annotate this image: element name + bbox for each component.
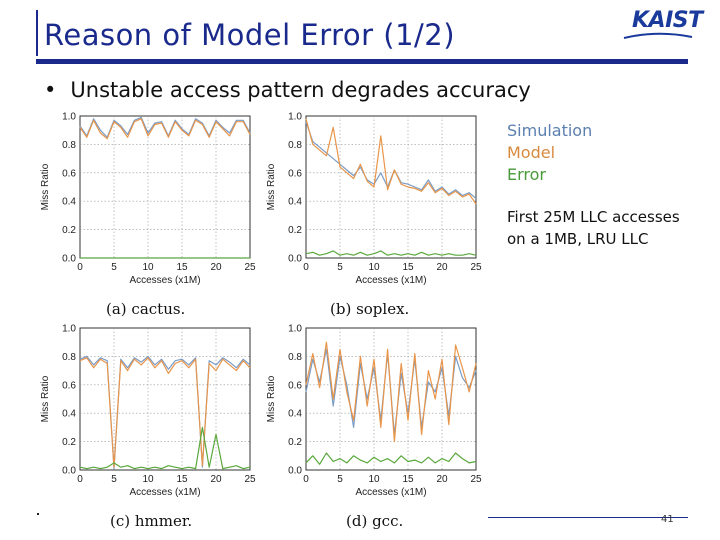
y-tick-label: 1.0 bbox=[288, 112, 302, 123]
y-tick-label: 0.2 bbox=[62, 225, 76, 236]
x-tick-label: 0 bbox=[77, 262, 83, 273]
y-tick-label: 0.6 bbox=[62, 380, 76, 391]
x-tick-label: 15 bbox=[402, 262, 414, 273]
caption-cactus: (a) cactus. bbox=[106, 300, 186, 318]
x-tick-label: 15 bbox=[176, 262, 188, 273]
y-axis-label: Miss Ratio bbox=[40, 375, 51, 422]
x-tick-label: 20 bbox=[210, 262, 222, 273]
y-tick-label: 0.0 bbox=[288, 466, 302, 477]
x-tick-label: 10 bbox=[368, 262, 380, 273]
y-tick-label: 1.0 bbox=[288, 324, 302, 335]
chart-soplex: 0.0 0.2 0.4 0.6 0.8 1.0 0 5 10 15 20 25 Accesses (x1… bbox=[266, 112, 482, 287]
legend-simulation: Simulation bbox=[507, 121, 593, 140]
y-tick-label: 0.4 bbox=[288, 409, 302, 420]
x-tick-label: 20 bbox=[436, 474, 448, 485]
config-note: First 25M LLC accesses on a 1MB, LRU LLC bbox=[507, 206, 680, 250]
logo-text: KAIST bbox=[632, 8, 703, 33]
x-tick-label: 25 bbox=[244, 262, 256, 273]
y-tick-label: 0.2 bbox=[288, 225, 302, 236]
x-tick-label: 10 bbox=[142, 474, 154, 485]
y-tick-label: 0.6 bbox=[288, 380, 302, 391]
kaist-logo: KAIST bbox=[623, 8, 703, 44]
x-tick-label: 10 bbox=[142, 262, 154, 273]
bullet-text: Unstable access pattern degrades accurac… bbox=[70, 78, 531, 102]
footer-dot bbox=[37, 513, 39, 515]
series-error-line bbox=[305, 452, 477, 465]
x-tick-label: 15 bbox=[402, 474, 414, 485]
plot-frame bbox=[79, 115, 251, 259]
x-axis-label: Accesses (x1M) bbox=[129, 275, 200, 286]
x-tick-label: 5 bbox=[111, 262, 117, 273]
caption-soplex: (b) soplex. bbox=[330, 300, 410, 318]
legend: Simulation Model Error bbox=[507, 120, 592, 186]
y-tick-label: 0.6 bbox=[62, 168, 76, 179]
plot-frame bbox=[305, 115, 477, 259]
chart-gcc: 0.0 0.2 0.4 0.6 0.8 1.0 0 5 10 15 20 25 Accesses (x1… bbox=[266, 324, 482, 499]
series-model-line bbox=[305, 341, 477, 443]
bullet-dot-icon: • bbox=[44, 78, 57, 102]
y-axis-label: Miss Ratio bbox=[266, 163, 277, 210]
legend-error: Error bbox=[507, 165, 546, 184]
y-axis-label: Miss Ratio bbox=[40, 163, 51, 210]
y-tick-label: 1.0 bbox=[62, 112, 76, 123]
y-tick-label: 0.8 bbox=[62, 352, 76, 363]
x-tick-label: 20 bbox=[436, 262, 448, 273]
x-axis-label: Accesses (x1M) bbox=[129, 487, 200, 498]
note-line-1: First 25M LLC accesses bbox=[507, 208, 680, 226]
footer-rule bbox=[488, 517, 688, 518]
x-tick-label: 5 bbox=[111, 474, 117, 485]
note-line-2: on a 1MB, LRU LLC bbox=[507, 230, 649, 248]
x-tick-label: 10 bbox=[368, 474, 380, 485]
y-tick-label: 0.0 bbox=[62, 254, 76, 265]
x-tick-label: 5 bbox=[337, 262, 343, 273]
y-tick-label: 0.8 bbox=[288, 352, 302, 363]
caption-hmmer: (c) hmmer. bbox=[110, 512, 193, 530]
x-tick-label: 5 bbox=[337, 474, 343, 485]
series-model-line bbox=[79, 118, 251, 140]
x-tick-label: 15 bbox=[176, 474, 188, 485]
x-axis-label: Accesses (x1M) bbox=[355, 275, 426, 286]
series-model-line bbox=[305, 118, 477, 205]
bullet-point: • Unstable access pattern degrades accura… bbox=[44, 78, 531, 102]
series-model-line bbox=[79, 357, 251, 468]
y-tick-label: 0.2 bbox=[62, 437, 76, 448]
logo-swoosh-icon bbox=[623, 32, 693, 39]
y-tick-label: 0.8 bbox=[288, 140, 302, 151]
x-tick-label: 25 bbox=[244, 474, 256, 485]
caption-gcc: (d) gcc. bbox=[346, 512, 404, 530]
slide-title: Reason of Model Error (1/2) bbox=[44, 18, 456, 52]
y-tick-label: 1.0 bbox=[62, 324, 76, 335]
y-tick-label: 0.8 bbox=[62, 140, 76, 151]
series-error-line bbox=[79, 426, 251, 470]
x-tick-label: 25 bbox=[470, 474, 482, 485]
y-tick-label: 0.6 bbox=[288, 168, 302, 179]
y-tick-label: 0.4 bbox=[288, 197, 302, 208]
x-axis-label: Accesses (x1M) bbox=[355, 487, 426, 498]
chart-cactus: 0.0 0.2 0.4 0.6 0.8 1.0 0 5 10 15 20 25 Accesses (x1… bbox=[40, 112, 256, 287]
y-tick-label: 0.0 bbox=[62, 466, 76, 477]
title-underline bbox=[36, 59, 688, 64]
x-tick-label: 0 bbox=[303, 474, 309, 485]
plot-frame bbox=[79, 327, 251, 471]
y-axis-label: Miss Ratio bbox=[266, 375, 277, 422]
y-tick-label: 0.0 bbox=[288, 254, 302, 265]
page-number: 41 bbox=[661, 514, 674, 525]
x-tick-label: 20 bbox=[210, 474, 222, 485]
x-tick-label: 0 bbox=[303, 262, 309, 273]
x-tick-label: 0 bbox=[77, 474, 83, 485]
chart-hmmer: 0.0 0.2 0.4 0.6 0.8 1.0 0 5 10 15 20 25 Accesses (x1… bbox=[40, 324, 256, 499]
y-tick-label: 0.4 bbox=[62, 409, 76, 420]
legend-model: Model bbox=[507, 143, 556, 162]
title-accent-bar bbox=[36, 10, 38, 56]
x-tick-label: 25 bbox=[470, 262, 482, 273]
y-tick-label: 0.2 bbox=[288, 437, 302, 448]
y-tick-label: 0.4 bbox=[62, 197, 76, 208]
series-error-line bbox=[305, 250, 477, 256]
